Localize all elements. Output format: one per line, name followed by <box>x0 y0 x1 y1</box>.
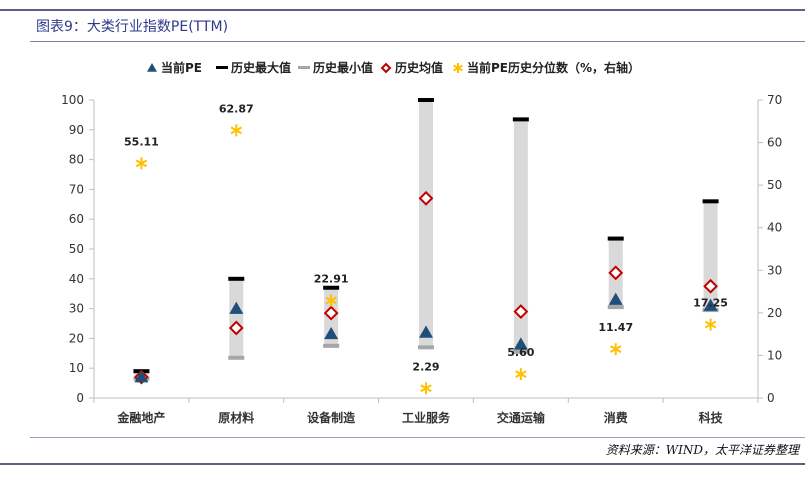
legend-item: 当前PE历史分位数（%，右轴） <box>453 60 640 75</box>
y2-tick-label: 60 <box>767 136 782 150</box>
percentile-label: 55.11 <box>124 135 159 148</box>
x-category-label: 工业服务 <box>402 410 451 425</box>
y2-tick-label: 40 <box>767 221 782 235</box>
range-bar <box>229 278 244 358</box>
legend-star-icon <box>453 63 463 73</box>
percentile-mark <box>325 294 337 307</box>
mean-mark <box>228 320 244 336</box>
y-tick-label: 90 <box>69 123 84 137</box>
legend-item: 当前PE <box>147 60 202 75</box>
y-tick-label: 40 <box>69 272 84 286</box>
mean-mark <box>323 305 339 321</box>
legend-item: 历史最小值 <box>298 60 373 75</box>
percentile-label: 11.47 <box>598 321 633 334</box>
data-labels: 55.11 62.87 22.91 2.29 5.60 11.47 17.25 <box>124 102 728 373</box>
x-category-label: 交通运输 <box>497 410 546 425</box>
current-pe-mark <box>134 370 149 383</box>
y-tick-label: 10 <box>69 361 84 375</box>
y2-tick-label: 0 <box>767 391 775 405</box>
percentile-label: 22.91 <box>314 272 349 285</box>
chart-legend: 当前PE 历史最大值 历史最小值 历史均值 当前PE历史分位数（%，右轴） <box>147 60 640 75</box>
percentile-mark <box>704 318 717 331</box>
current-pe-mark <box>608 292 623 305</box>
percentile-mark <box>230 124 243 137</box>
x-category-label: 消费 <box>604 410 628 425</box>
x-category-label: 原材料 <box>218 410 254 425</box>
range-bar <box>419 100 433 348</box>
y-tick-label: 70 <box>69 182 84 196</box>
current-pe-mark <box>513 337 528 350</box>
y2-tick-label: 30 <box>767 263 782 277</box>
legend-label: 当前PE历史分位数（%，右轴） <box>467 60 640 75</box>
x-category-label: 科技 <box>699 410 724 425</box>
current-pe-mark <box>703 298 718 311</box>
legend-label: 历史均值 <box>395 60 443 75</box>
footer-rule <box>0 463 805 465</box>
legend-item: 历史最大值 <box>216 60 291 75</box>
bottom-divider <box>30 437 805 438</box>
y-tick-label: 80 <box>69 153 84 167</box>
legend-label: 历史最大值 <box>231 60 291 75</box>
current-pe-mark <box>324 326 339 340</box>
range-bar <box>513 119 528 352</box>
range-bars <box>134 100 718 379</box>
percentile-mark <box>609 343 622 356</box>
max-mark <box>323 285 340 290</box>
percentile-mark <box>135 157 148 170</box>
percentile-label: 62.87 <box>219 102 254 115</box>
mean-mark <box>513 304 529 319</box>
percentile-label: 17.25 <box>693 297 728 310</box>
y2-tick-label: 20 <box>767 306 782 320</box>
mean-mark <box>608 265 624 281</box>
legend-dash-icon <box>298 66 310 69</box>
min-mark <box>228 355 245 360</box>
legend-item: 历史均值 <box>380 60 443 75</box>
current-pe-mark <box>419 325 433 338</box>
min-mark <box>323 343 340 348</box>
legend-label: 历史最小值 <box>313 60 373 75</box>
percentile-mark <box>420 382 432 395</box>
y2-tick-label: 70 <box>767 93 782 107</box>
max-mark <box>228 276 245 281</box>
current-pe-mark <box>229 301 244 314</box>
mean-mark <box>418 190 434 206</box>
min-mark <box>418 345 434 350</box>
range-bar <box>703 201 718 311</box>
min-mark <box>607 305 624 310</box>
min-mark <box>512 349 529 354</box>
legend-label: 当前PE <box>161 60 202 75</box>
mean-mark <box>703 278 718 294</box>
chart-marks <box>133 98 719 395</box>
max-mark <box>702 199 719 204</box>
max-mark <box>418 98 434 102</box>
y-tick-label: 100 <box>61 93 84 107</box>
legend-dash-icon <box>216 66 228 69</box>
top-rule <box>0 9 805 11</box>
y-tick-label: 60 <box>69 212 84 226</box>
legend-diamond-icon <box>380 62 392 74</box>
y2-tick-label: 10 <box>767 348 782 362</box>
percentile-mark <box>515 368 527 381</box>
x-category-label: 金融地产 <box>116 410 165 425</box>
y-tick-label: 50 <box>69 242 84 256</box>
chart-axes: 0 10 20 30 40 50 60 70 80 90 100 0 10 20 30 40 50 60 70 金融地… <box>61 93 782 425</box>
page-title: 图表9：大类行业指数PE(TTM) <box>36 19 229 35</box>
percentile-label: 2.29 <box>412 360 439 373</box>
title-divider <box>30 41 805 42</box>
source-note: 资料来源：WIND，太平洋证券整理 <box>605 443 799 457</box>
y2-tick-label: 50 <box>767 178 782 192</box>
max-mark <box>607 236 624 241</box>
y-tick-label: 30 <box>69 302 84 316</box>
x-category-label: 设备制造 <box>307 410 356 425</box>
legend-triangle-icon <box>147 63 157 72</box>
percentile-label: 5.60 <box>507 346 534 359</box>
pe-chart: 当前PE 历史最大值 历史最小值 历史均值 当前PE历史分位数（%，右轴） 0 10 20 3… <box>61 60 782 425</box>
max-mark <box>512 117 529 122</box>
y-tick-label: 0 <box>76 391 84 405</box>
y-tick-label: 20 <box>69 331 84 345</box>
